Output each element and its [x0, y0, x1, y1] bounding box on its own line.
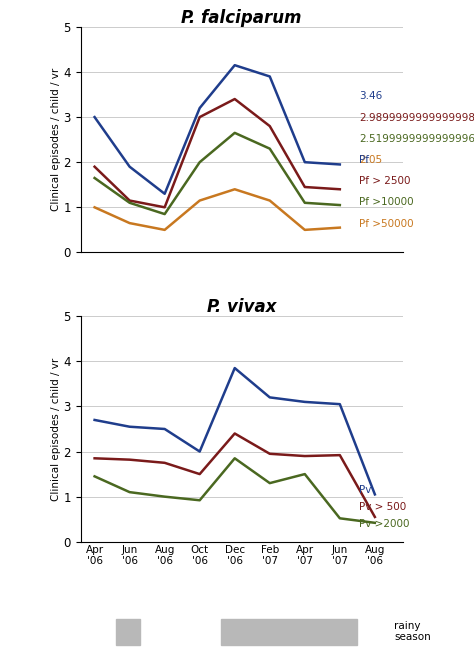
Text: Pv >2000: Pv >2000 [359, 519, 410, 529]
Y-axis label: Clinical episodes / child / vr: Clinical episodes / child / vr [51, 358, 61, 501]
Bar [221, 619, 357, 645]
Text: Pf: Pf [359, 155, 369, 165]
Text: rainy
season: rainy season [394, 621, 431, 642]
Text: Pv > 500: Pv > 500 [359, 502, 406, 512]
Text: 2.5199999999999996: 2.5199999999999996 [359, 134, 474, 144]
Text: Pf >50000: Pf >50000 [359, 219, 414, 229]
Text: 3.46: 3.46 [359, 91, 383, 101]
Bar [116, 619, 140, 645]
Text: Pv: Pv [359, 485, 372, 495]
Title: P. falciparum: P. falciparum [182, 9, 302, 27]
Y-axis label: Clinical episodes / child / vr: Clinical episodes / child / vr [51, 68, 61, 211]
Title: P. vivax: P. vivax [207, 298, 276, 316]
Text: 2.9899999999999998: 2.9899999999999998 [359, 113, 474, 123]
Text: 2.05: 2.05 [359, 155, 382, 165]
Text: Pf > 2500: Pf > 2500 [359, 176, 410, 186]
Text: Pf >10000: Pf >10000 [359, 197, 414, 207]
